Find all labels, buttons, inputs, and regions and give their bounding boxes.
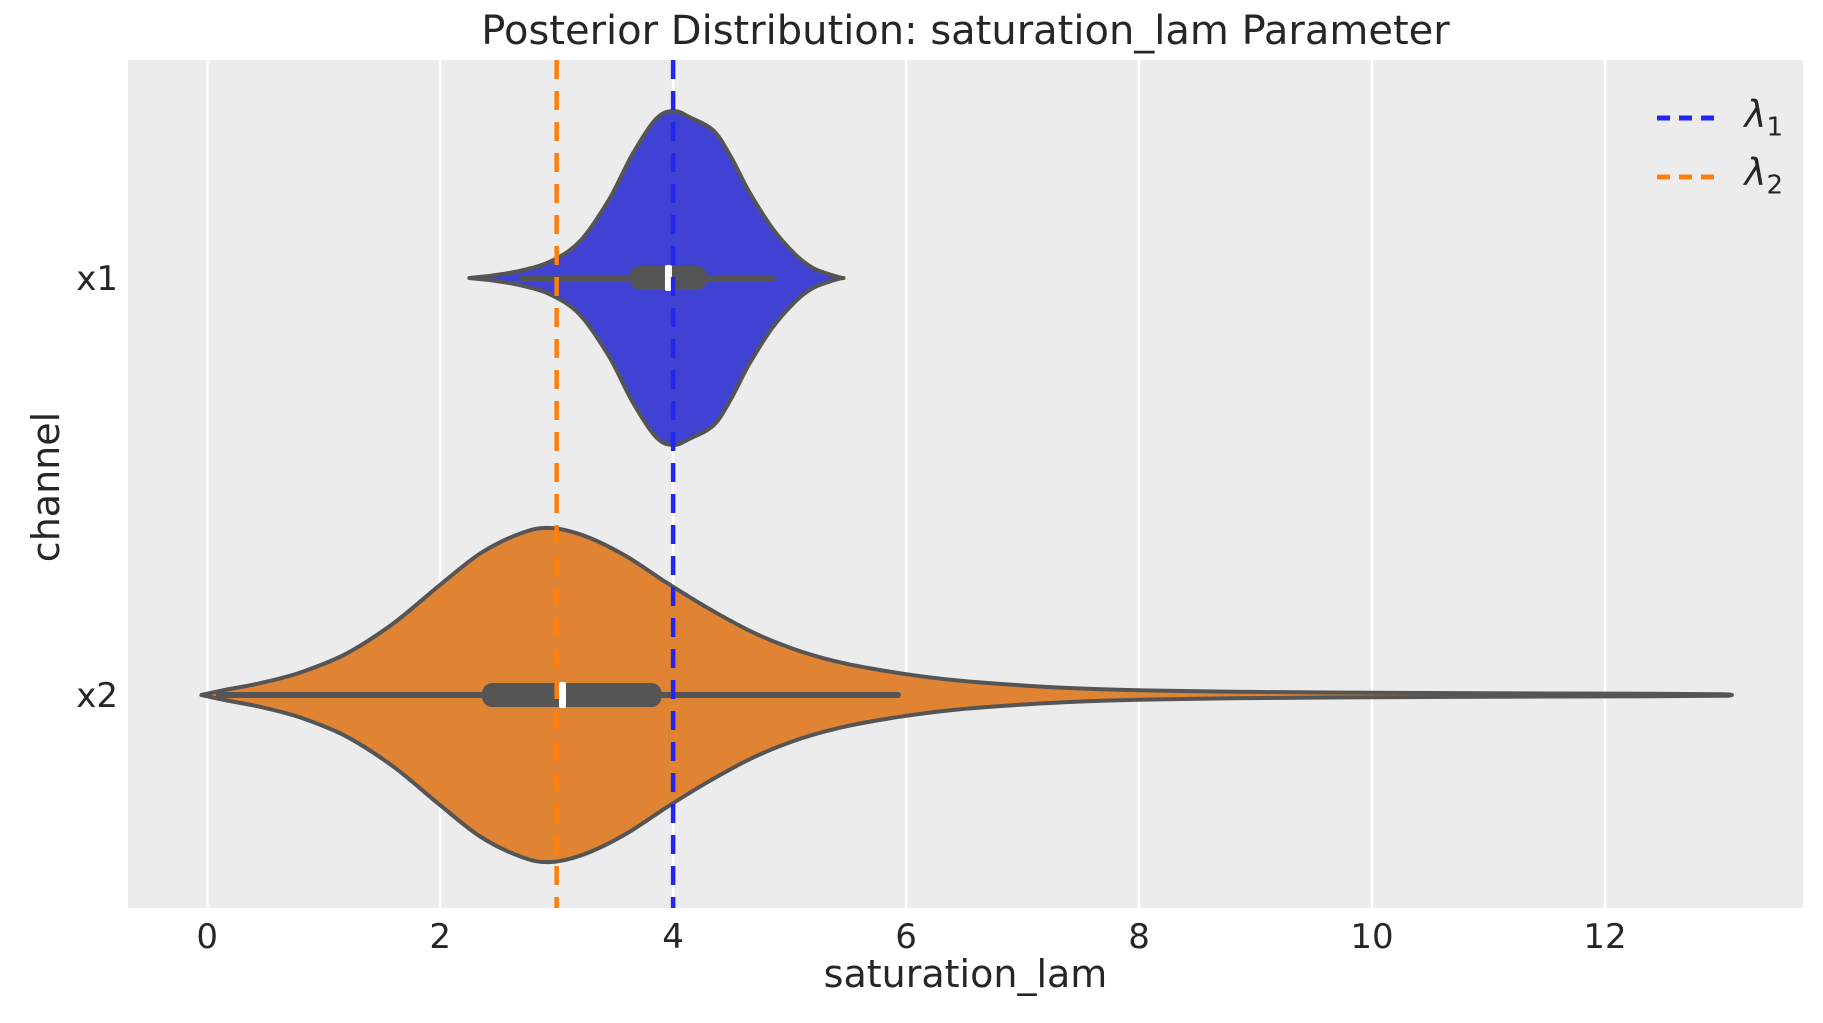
x-tick-label-10: 10: [1350, 917, 1393, 957]
x-axis-label: saturation_lam: [823, 952, 1108, 996]
legend-label-lambda1: λ1: [1744, 93, 1783, 143]
x-tick-label-0: 0: [196, 917, 218, 957]
x-tick-label-6: 6: [895, 917, 917, 957]
x-tick-label-2: 2: [429, 917, 451, 957]
plot-background: [128, 60, 1803, 908]
median-tick-x2: [558, 682, 566, 708]
violin-x2: [199, 525, 1734, 865]
legend-item-lambda2: λ2: [1656, 151, 1783, 201]
x-tick-label-8: 8: [1128, 917, 1150, 957]
iqr-box-x2: [482, 683, 662, 707]
legend-item-lambda1: λ1: [1656, 93, 1783, 143]
x-tick-label-12: 12: [1583, 917, 1626, 957]
legend-dashed-line-lambda2: [1656, 174, 1723, 180]
legend-label-lambda2: λ2: [1744, 151, 1783, 201]
legend: λ1 λ2: [1656, 93, 1783, 201]
chart-title: Posterior Distribution: saturation_lam P…: [481, 8, 1450, 54]
y-tick-label-x2: x2: [76, 676, 118, 716]
y-tick-label-x1: x1: [76, 259, 118, 299]
legend-dashed-line-lambda1: [1656, 115, 1723, 121]
median-tick-x1: [664, 265, 672, 291]
x-tick-label-4: 4: [662, 917, 684, 957]
